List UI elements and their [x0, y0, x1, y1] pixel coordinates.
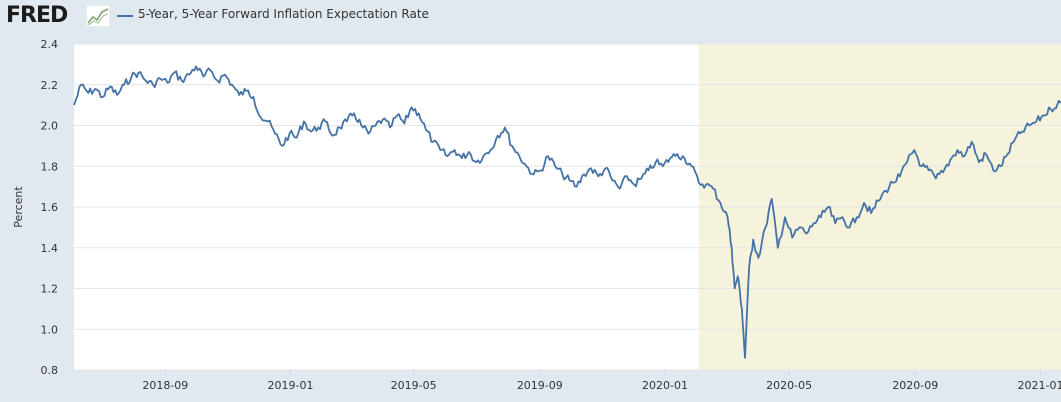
fred-logo[interactable]: FRED	[6, 3, 68, 28]
y-tick-label: 2.4	[41, 38, 59, 51]
legend-label[interactable]: 5-Year, 5-Year Forward Inflation Expecta…	[138, 7, 429, 21]
y-tick-label: 1.6	[41, 201, 59, 214]
x-tick-label: 2021-01	[1017, 379, 1061, 392]
y-tick-label: 2.2	[41, 79, 59, 92]
x-tick-label: 2020-05	[766, 379, 812, 392]
x-tick-label: 2019-09	[517, 379, 563, 392]
x-tick-label: 2019-05	[391, 379, 437, 392]
x-tick-label: 2020-01	[642, 379, 688, 392]
y-tick-label: 1.4	[41, 242, 59, 255]
y-tick-label: 1.2	[41, 283, 59, 296]
y-tick-label: 2.0	[41, 120, 59, 133]
x-tick-label: 2019-01	[267, 379, 313, 392]
series-line[interactable]	[73, 65, 1061, 359]
legend-swatch	[117, 15, 133, 17]
y-tick-label: 0.8	[41, 364, 59, 377]
x-tick-label: 2020-09	[892, 379, 938, 392]
chart-header: FRED 5-Year, 5-Year Forward Inflation Ex…	[0, 0, 1061, 34]
trend-chart-icon	[86, 5, 110, 27]
x-tick-label: 2018-09	[142, 379, 188, 392]
y-tick-label: 1.8	[41, 160, 59, 173]
y-tick-label: 1.0	[41, 323, 59, 336]
y-axis-title: Percent	[12, 186, 25, 228]
